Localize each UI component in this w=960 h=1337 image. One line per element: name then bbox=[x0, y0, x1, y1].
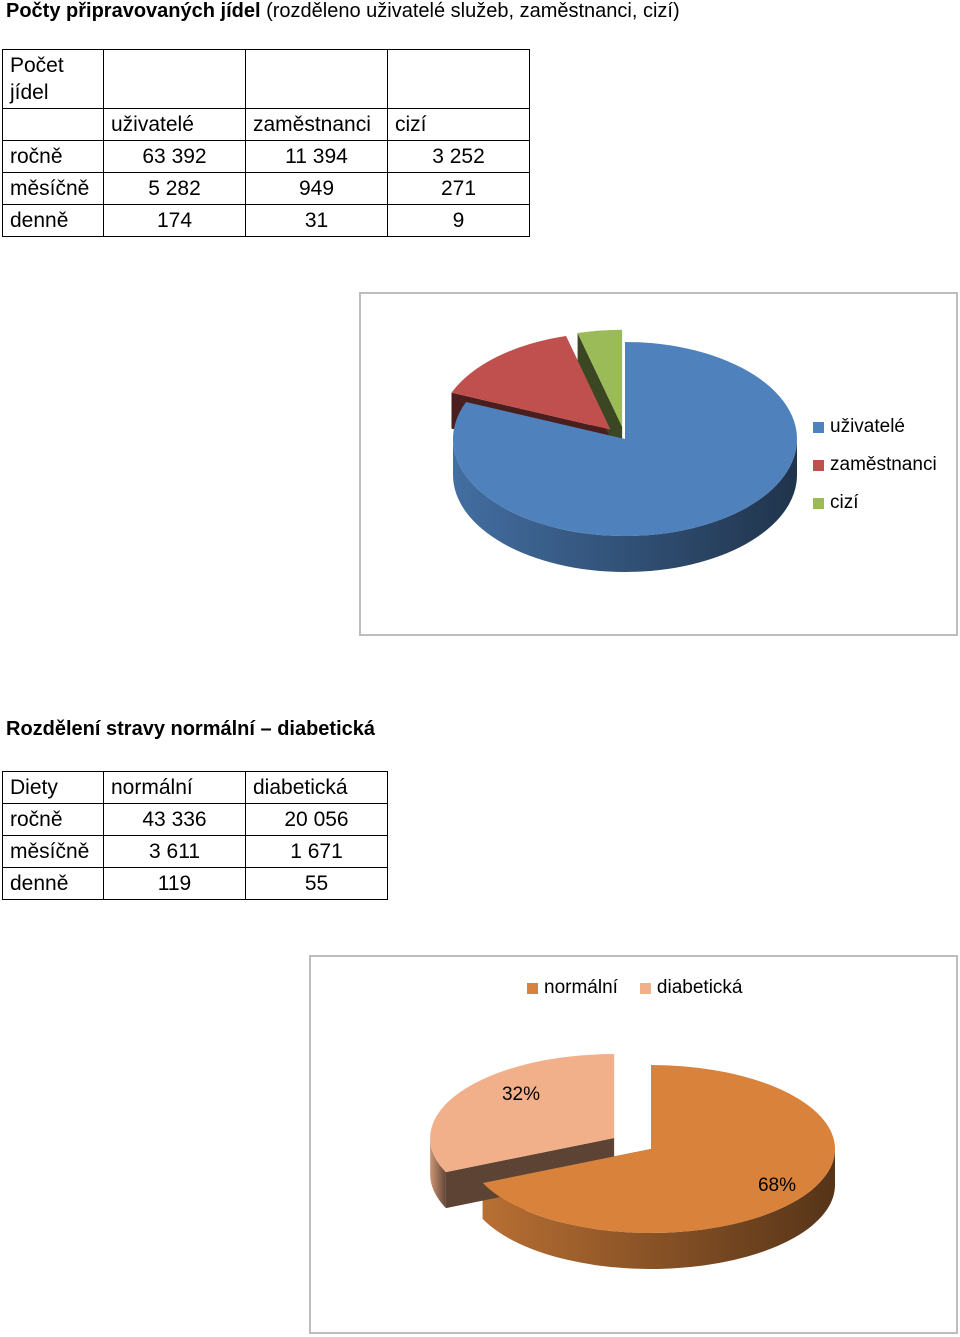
meals-pie-svg bbox=[451, 329, 797, 572]
pie-slice-side bbox=[430, 1138, 615, 1209]
diet-pie-svg: 68% 32% bbox=[430, 1054, 836, 1269]
section1-title-rest: (rozděleno uživatelé služeb, zaměstnanci… bbox=[260, 0, 680, 22]
table-cell: 271 bbox=[387, 172, 530, 205]
table-cell: 1 671 bbox=[245, 835, 388, 868]
table-cell: 5 282 bbox=[103, 172, 246, 205]
diet-pie-legend: normální diabetická bbox=[527, 969, 742, 1007]
table-cell: 43 336 bbox=[103, 803, 246, 836]
section2-title: Rozdělení stravy normální – diabetická bbox=[6, 718, 376, 740]
legend-swatch bbox=[813, 497, 824, 509]
table-row: měsíčně 5 282 949 271 bbox=[2, 172, 530, 205]
section1-title: Počty připravovaných jídel (rozděleno už… bbox=[6, 0, 680, 23]
diet-pie-chart: 68% 32% normální diabetická bbox=[309, 955, 958, 1334]
table-row: ročně 63 392 11 394 3 252 bbox=[2, 140, 530, 173]
table-cell: 174 bbox=[103, 204, 246, 237]
legend-swatch bbox=[527, 982, 538, 994]
pie-slice-2 bbox=[430, 1054, 615, 1173]
column-header: Diety bbox=[2, 771, 104, 804]
table-cell: 949 bbox=[245, 172, 388, 205]
legend-label: zaměstnanci bbox=[830, 454, 937, 475]
legend-item: normální bbox=[527, 969, 618, 1007]
table-row: denně 119 55 bbox=[2, 867, 388, 900]
legend-item: uživatelé bbox=[813, 408, 937, 446]
pie-slice-side bbox=[577, 333, 623, 463]
section1-title-bold: Počty připravovaných jídel bbox=[6, 0, 261, 22]
table-row: denně 174 31 9 bbox=[2, 204, 530, 237]
legend-label: diabetická bbox=[656, 977, 743, 998]
table-cell: 11 394 bbox=[245, 140, 388, 173]
table-cell: 119 bbox=[103, 867, 246, 900]
legend-label: normální bbox=[544, 977, 618, 998]
legend-swatch bbox=[639, 982, 651, 994]
legend-label: uživatelé bbox=[830, 416, 905, 437]
column-header: cizí bbox=[387, 108, 530, 141]
legend-item: zaměstnanci bbox=[813, 446, 937, 484]
legend-swatch bbox=[813, 421, 824, 433]
table-corner-label: Počet jídel bbox=[2, 49, 104, 109]
table-cell: 55 bbox=[245, 867, 388, 900]
legend-item: diabetická bbox=[639, 969, 743, 1007]
meals-count-table: Počet jídel uživatelé zaměstnanci cizí r… bbox=[2, 49, 530, 237]
legend-item: cizí bbox=[813, 484, 937, 522]
column-header: diabetická bbox=[245, 771, 388, 804]
row-label: denně bbox=[2, 867, 104, 900]
data-label: 68% bbox=[758, 1175, 796, 1196]
table-row: měsíčně 3 611 1 671 bbox=[2, 835, 388, 868]
diet-table: Diety normální diabetická ročně 43 336 2… bbox=[2, 771, 388, 900]
column-header: normální bbox=[103, 771, 246, 804]
meals-pie-legend: uživatelé zaměstnanci cizí bbox=[813, 408, 937, 522]
row-label: ročně bbox=[2, 803, 104, 836]
meals-pie-chart: uživatelé zaměstnanci cizí bbox=[359, 292, 958, 636]
table-cell: 3 611 bbox=[103, 835, 246, 868]
table-cell: 9 bbox=[387, 204, 530, 237]
table-cell: 3 252 bbox=[387, 140, 530, 173]
pie-slice-2 bbox=[451, 335, 611, 430]
table-cell: 63 392 bbox=[103, 140, 246, 173]
pie-slice-3 bbox=[577, 329, 623, 427]
table-row: ročně 43 336 20 056 bbox=[2, 803, 388, 836]
pie-slice-1 bbox=[453, 342, 797, 536]
row-label: měsíčně bbox=[2, 835, 104, 868]
row-label: měsíčně bbox=[2, 172, 104, 205]
data-label: 32% bbox=[502, 1084, 540, 1105]
column-header: zaměstnanci bbox=[245, 108, 388, 141]
row-label: denně bbox=[2, 204, 104, 237]
row-label: ročně bbox=[2, 140, 104, 173]
column-header: uživatelé bbox=[103, 108, 246, 141]
pie-slice-1 bbox=[482, 1065, 835, 1233]
legend-label: cizí bbox=[830, 492, 859, 513]
table-cell: 31 bbox=[245, 204, 388, 237]
table-cell: 20 056 bbox=[245, 803, 388, 836]
legend-swatch bbox=[813, 459, 824, 471]
